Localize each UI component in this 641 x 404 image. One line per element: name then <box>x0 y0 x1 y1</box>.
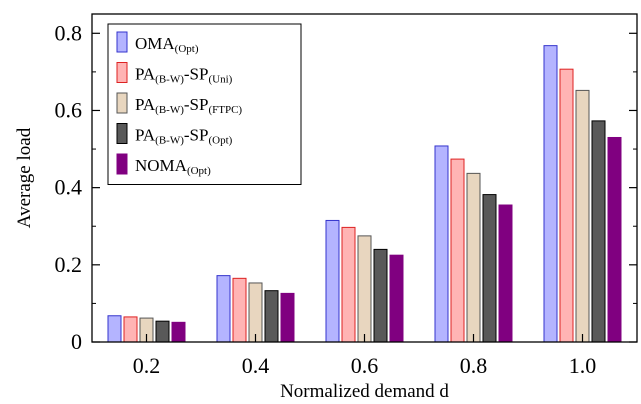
legend-label: PA(B-W)-SP(FTPC) <box>135 95 242 116</box>
bar <box>482 194 497 343</box>
axes-layer <box>91 13 638 343</box>
legend-swatch <box>116 92 128 114</box>
bar <box>216 275 231 343</box>
bar <box>559 68 574 343</box>
bar <box>466 172 481 343</box>
bar <box>498 204 513 343</box>
x-tick-label: 0.4 <box>242 353 270 378</box>
bar <box>171 321 186 343</box>
bar <box>232 277 247 343</box>
legend-label: PA(B-W)-SP(Uni) <box>135 65 233 86</box>
bar <box>434 145 449 343</box>
bar <box>341 226 356 343</box>
y-tick-label: 0.2 <box>55 252 83 277</box>
y-tick-label: 0.6 <box>55 97 83 122</box>
legend-label: PA(B-W)-SP(Opt) <box>135 126 233 147</box>
legend-box <box>107 23 302 185</box>
bar <box>155 320 170 343</box>
bar <box>357 235 372 343</box>
bar <box>264 290 279 343</box>
bar <box>280 292 295 343</box>
bar <box>575 89 590 343</box>
x-tick-label: 0.6 <box>351 353 379 378</box>
y-tick-label: 0.4 <box>55 175 83 200</box>
x-tick-label: 0.8 <box>460 353 488 378</box>
y-axis-label: Average load <box>14 127 35 228</box>
bar <box>543 45 558 343</box>
bar <box>325 219 340 343</box>
bar <box>107 315 122 343</box>
x-tick-label: 1.0 <box>569 353 597 378</box>
bar <box>248 282 263 343</box>
bars-layer <box>107 45 622 343</box>
bar <box>373 248 388 343</box>
bar <box>591 120 606 343</box>
legend-label: OMA(Opt) <box>135 34 199 55</box>
tick-labels-layer: 0 0.2 0.4 0.6 0.8 0.2 0.4 0.6 0.8 1.0 <box>55 20 597 378</box>
legend: OMA(Opt) PA(B-W)-SP(Uni) PA(B-W)-SP(FTPC) P… <box>107 23 302 185</box>
y-tick-label: 0 <box>71 329 82 354</box>
bar <box>389 254 404 343</box>
legend-label: NOMA(Opt) <box>135 156 211 177</box>
x-axis-label: Normalized demand d <box>280 381 449 402</box>
legend-swatch <box>116 31 128 53</box>
legend-swatch <box>116 123 128 144</box>
bar <box>123 316 138 343</box>
bar <box>450 158 465 343</box>
legend-swatch <box>116 62 128 83</box>
x-tick-label: 0.2 <box>133 353 161 378</box>
bar <box>607 136 622 343</box>
y-tick-label: 0.8 <box>55 20 83 45</box>
legend-swatch <box>116 153 128 175</box>
